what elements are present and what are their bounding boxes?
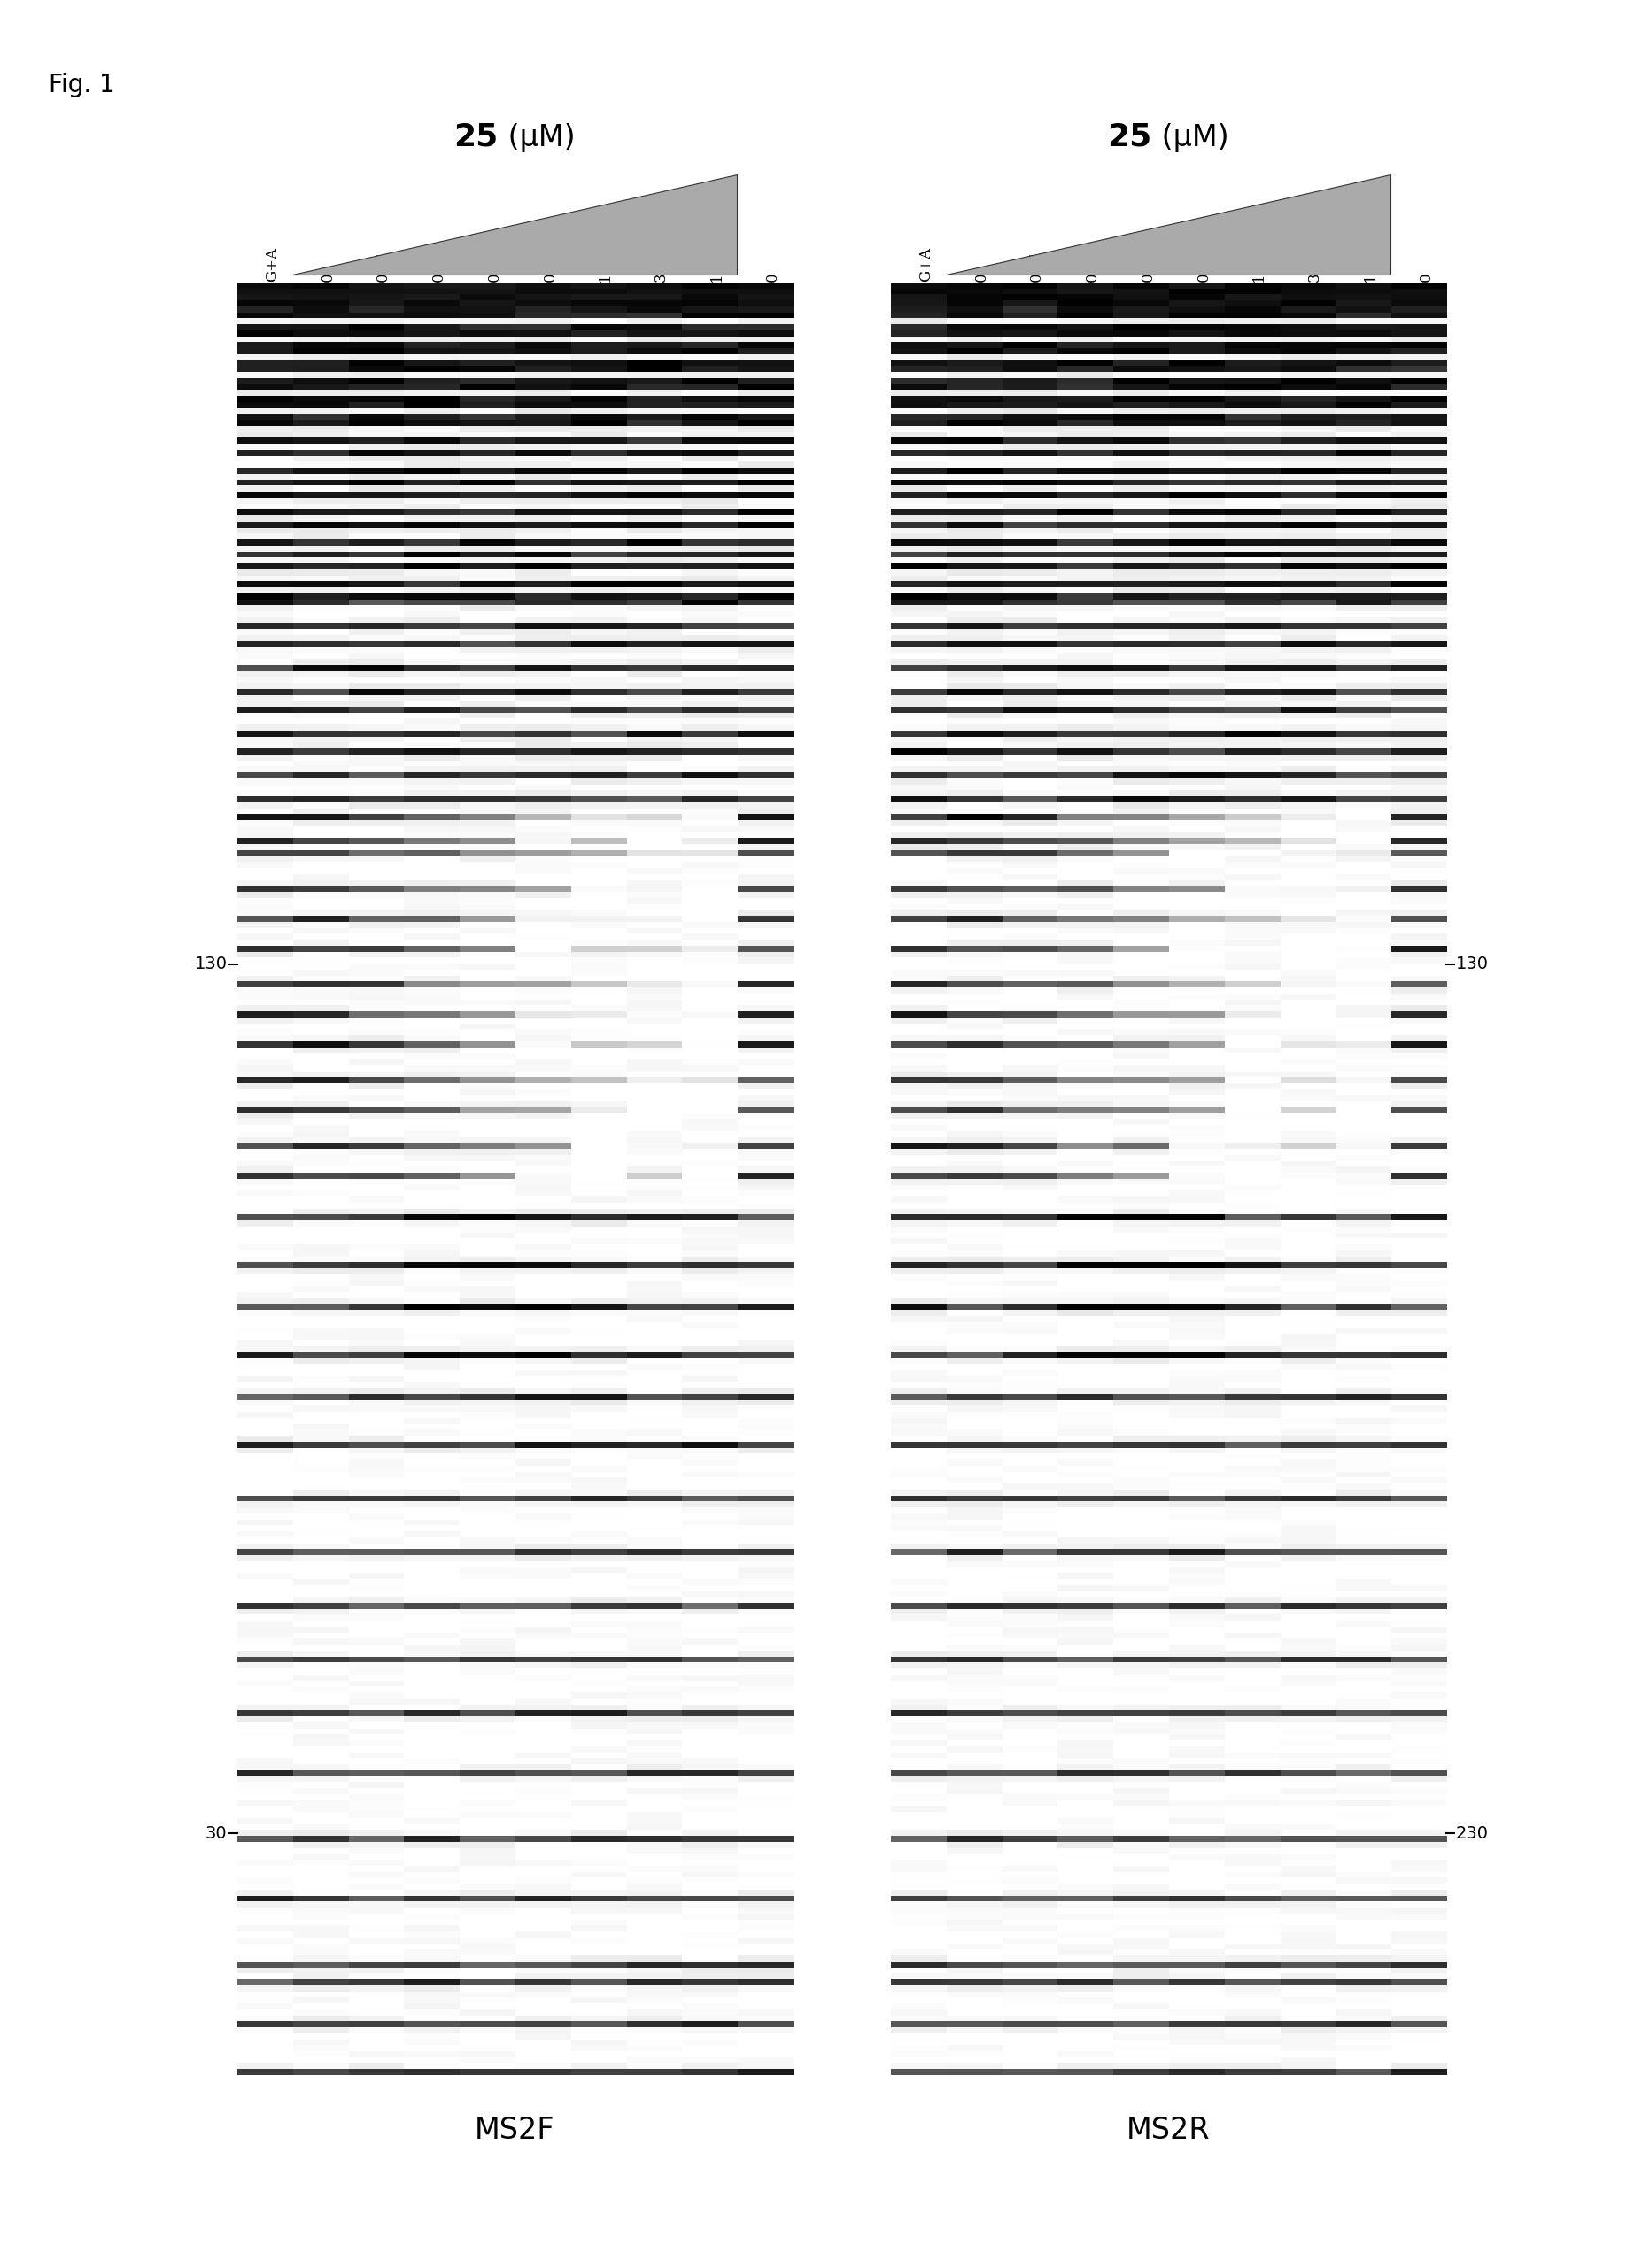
Text: 10: 10	[1363, 263, 1377, 281]
Text: MS2F: MS2F	[474, 2116, 556, 2146]
Text: 0: 0	[974, 272, 989, 281]
Text: 30: 30	[206, 1826, 227, 1842]
Text: 130: 130	[194, 955, 227, 973]
Text: 25: 25	[1108, 122, 1152, 152]
Text: (μM): (μM)	[498, 122, 575, 152]
Text: (μM): (μM)	[1152, 122, 1229, 152]
Text: 1: 1	[1252, 272, 1266, 281]
Text: Fig. 1: Fig. 1	[49, 73, 116, 98]
Text: 1: 1	[598, 272, 613, 281]
Text: 0: 0	[765, 272, 779, 281]
Text: 230: 230	[1456, 1826, 1489, 1842]
Text: 0.3: 0.3	[1196, 259, 1211, 281]
Text: 0.1: 0.1	[487, 259, 502, 281]
Text: 10: 10	[709, 263, 724, 281]
Text: 0.1: 0.1	[1141, 259, 1155, 281]
Text: MS2R: MS2R	[1126, 2116, 1211, 2146]
Text: 3: 3	[1307, 272, 1322, 281]
Text: 130: 130	[1456, 955, 1489, 973]
Text: 0.03: 0.03	[1085, 249, 1100, 281]
Text: 0.01: 0.01	[376, 249, 391, 281]
Text: 0.01: 0.01	[1029, 249, 1044, 281]
Text: G+A: G+A	[918, 247, 933, 281]
Text: 0.03: 0.03	[431, 249, 446, 281]
Text: 3: 3	[654, 272, 668, 281]
Text: G+A: G+A	[265, 247, 279, 281]
Text: 0: 0	[320, 272, 335, 281]
Text: 0.3: 0.3	[542, 259, 557, 281]
Text: 0: 0	[1418, 272, 1433, 281]
Text: 25: 25	[454, 122, 498, 152]
